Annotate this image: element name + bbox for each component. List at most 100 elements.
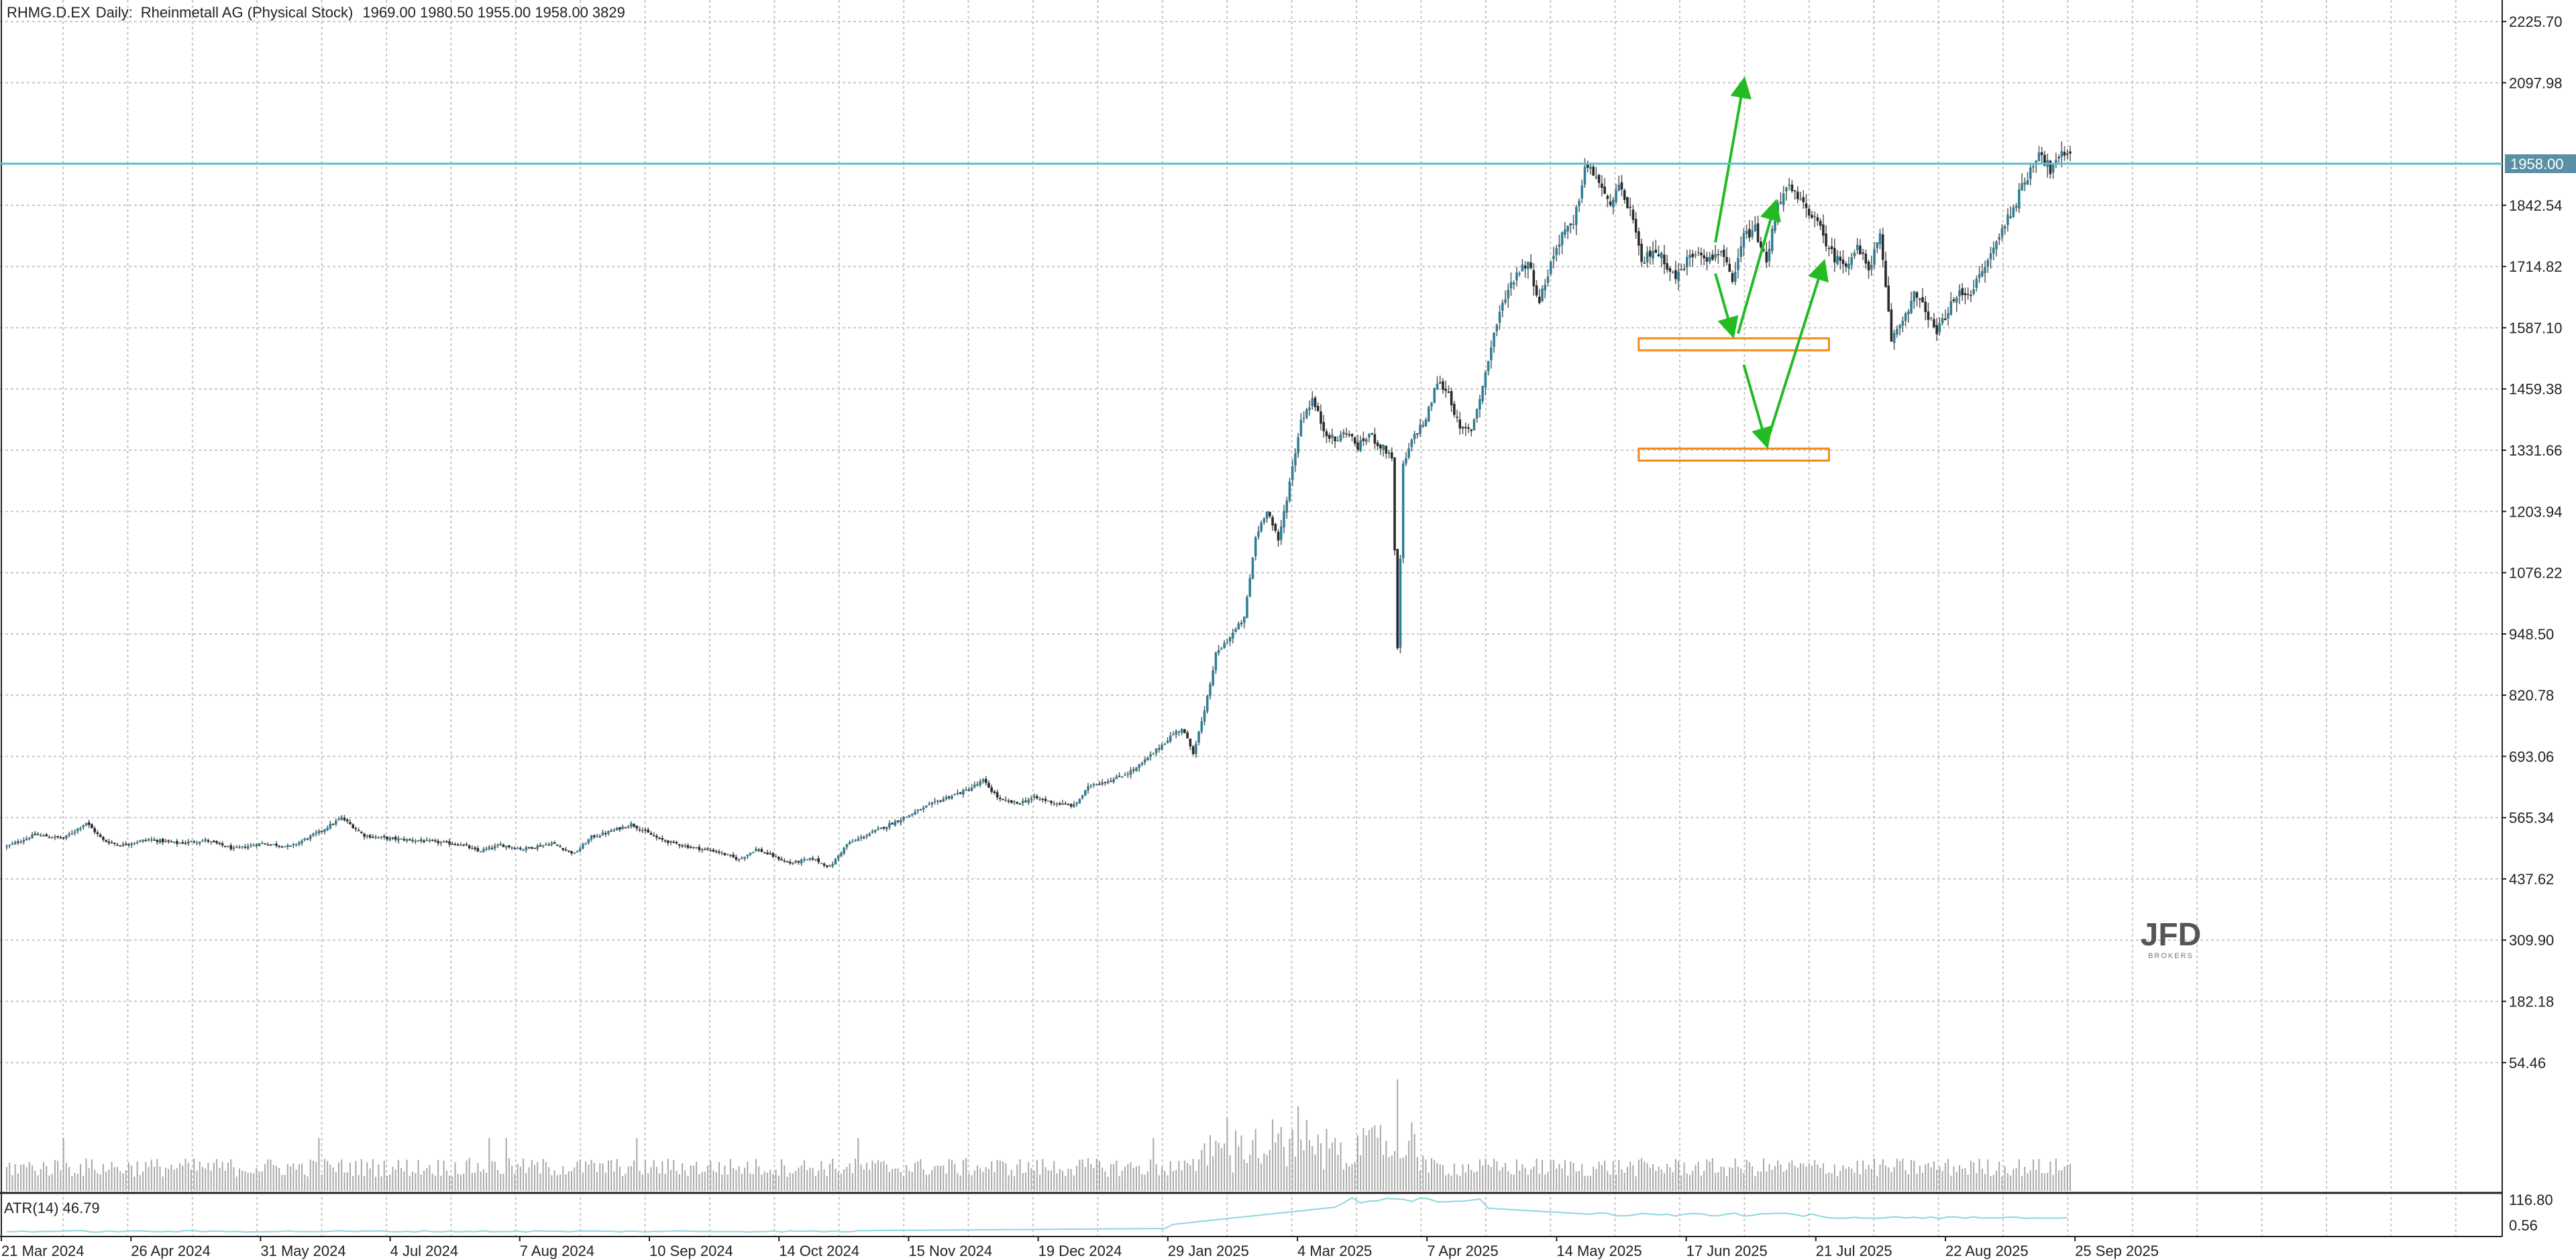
candle-bear [825, 865, 828, 867]
candle-bull [485, 848, 488, 850]
candle-bear [769, 853, 771, 855]
candle-bear [1456, 417, 1458, 418]
price-axis: 2225.70 2097.98 1842.54 1714.82 1587.10 1459.… [1, 13, 2563, 1259]
candle-bull [1149, 754, 1152, 757]
candle-bear [45, 834, 48, 837]
candle-bear [468, 845, 471, 849]
timeframe-label: Daily: [96, 4, 133, 21]
candle-bear [1007, 800, 1010, 802]
candle-bull [1163, 743, 1167, 745]
candle-bear [1189, 739, 1192, 747]
candle-bull [831, 863, 835, 866]
candle-bear [619, 827, 621, 830]
projection-arrows [1714, 76, 1829, 450]
candle-bull [258, 843, 261, 847]
candle-bear [1320, 411, 1322, 424]
candle-bull [794, 861, 798, 863]
candle-bull [1580, 185, 1584, 199]
candle-bear [564, 849, 568, 851]
candle-bull [951, 796, 953, 799]
candle-bear [1833, 248, 1836, 263]
candle-bull [1739, 246, 1742, 258]
x-tick-label: 14 Oct 2024 [779, 1243, 859, 1259]
candle-bull [837, 855, 840, 859]
candle-bull [1438, 382, 1442, 384]
candle-bull [227, 846, 229, 847]
candle-bear [1325, 431, 1328, 437]
candle-bear [1350, 433, 1354, 437]
candle-bear [502, 844, 505, 847]
candle-bear [519, 847, 522, 849]
candle-bull [50, 837, 54, 839]
candle-bull [1126, 774, 1130, 775]
candle-bear [184, 843, 187, 844]
candle-bull [1305, 409, 1308, 418]
candle-bull [1401, 463, 1405, 558]
candle-bull [1566, 225, 1569, 232]
candle-bull [1484, 372, 1487, 388]
candle-bear [391, 837, 394, 839]
y-tick-label: 565.34 [2509, 810, 2554, 827]
support-zone-2 [1638, 448, 1830, 462]
candle-bull [1405, 458, 1407, 464]
candle-bear [207, 840, 210, 842]
candle-bull [630, 823, 633, 827]
candle-bull [1214, 652, 1218, 670]
candle-bear [959, 792, 962, 794]
candle-bear [87, 822, 91, 825]
candle-bear [567, 850, 570, 852]
candle-bear [102, 837, 105, 840]
candle-bull [1745, 231, 1748, 234]
candle-bull [1399, 558, 1402, 648]
candle-bear [1390, 452, 1393, 459]
candle-bear [144, 839, 148, 841]
candle-bull [1742, 233, 1746, 248]
candle-bull [195, 842, 199, 844]
candle-bull [845, 844, 849, 847]
candle-bull [930, 802, 934, 804]
candle-bear [610, 831, 613, 832]
candle-bull [232, 847, 235, 849]
candle-bear [1927, 311, 1930, 320]
candle-bull [1472, 419, 1476, 430]
candle-bear [1464, 427, 1467, 429]
candle-bear [1050, 800, 1053, 803]
candle-bull [1907, 311, 1910, 315]
candle-bear [2069, 151, 2072, 154]
candle-bull [692, 847, 695, 849]
candle-bear [1416, 433, 1419, 435]
candle-bear [1529, 262, 1532, 268]
candle-bull [933, 801, 936, 802]
candle-bear [735, 857, 738, 860]
candle-bear [1353, 437, 1356, 444]
candle-bull [1342, 431, 1345, 435]
candle-bull [2026, 180, 2029, 185]
candle-bear [1765, 252, 1768, 263]
candle-bull [1646, 252, 1649, 262]
candle-bull [1257, 531, 1260, 537]
candle-bull [1493, 333, 1495, 348]
candle-bear [1725, 257, 1728, 263]
candle-bull [158, 839, 162, 843]
x-tick-label: 21 Jul 2025 [1816, 1243, 1892, 1259]
candle-bear [1890, 309, 1893, 342]
candle-bull [737, 859, 741, 860]
candle-bull [65, 835, 68, 839]
candle-bull [741, 857, 743, 859]
atr-tick-label: 0.56 [2509, 1217, 2538, 1234]
candle-bear [431, 839, 434, 841]
candle-bear [1844, 263, 1847, 267]
candle-bull [1509, 282, 1513, 288]
candle-bull [147, 839, 150, 841]
candle-bull [2000, 228, 2004, 237]
candle-bull [1949, 301, 1953, 315]
candle-bull [238, 847, 241, 848]
candle-bear [153, 839, 156, 841]
y-tick-label: 437.62 [2509, 871, 2554, 888]
atr-indicator-line [6, 1197, 2068, 1233]
candle-bear [1793, 190, 1796, 192]
candle-bear [919, 809, 922, 810]
candle-bull [260, 843, 264, 844]
candle-bear [1098, 784, 1101, 785]
